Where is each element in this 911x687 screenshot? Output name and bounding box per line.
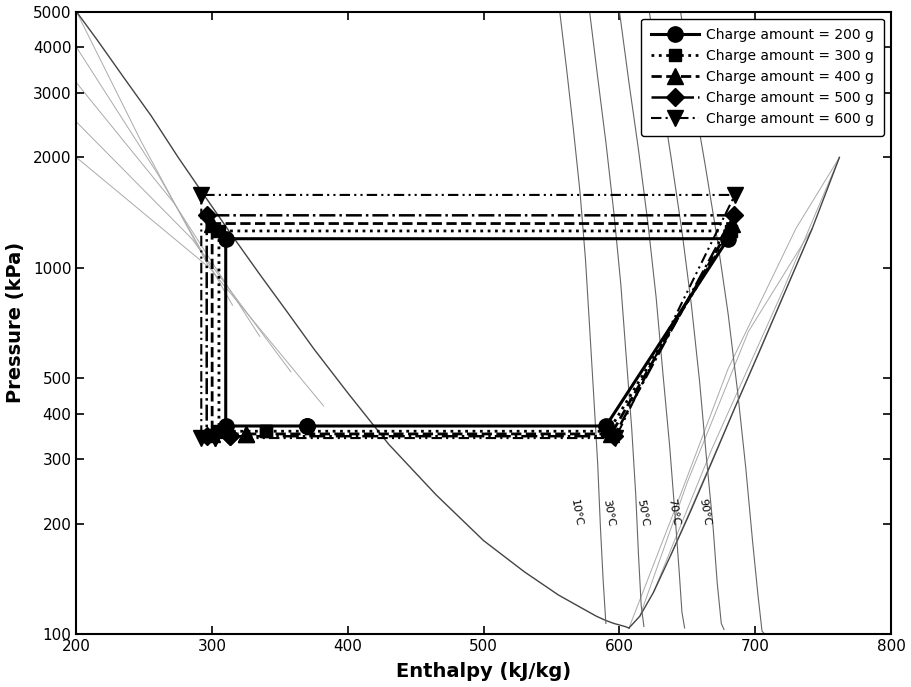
Y-axis label: Pressure (kPa): Pressure (kPa) xyxy=(5,243,25,403)
Text: 10°C: 10°C xyxy=(568,498,583,527)
Text: 30°C: 30°C xyxy=(601,498,616,527)
Legend: Charge amount = 200 g, Charge amount = 300 g, Charge amount = 400 g, Charge amou: Charge amount = 200 g, Charge amount = 3… xyxy=(641,19,884,136)
Text: 90°C: 90°C xyxy=(698,498,712,527)
X-axis label: Enthalpy (kJ/kg): Enthalpy (kJ/kg) xyxy=(396,662,571,682)
Text: 70°C: 70°C xyxy=(667,498,681,527)
Text: 50°C: 50°C xyxy=(635,498,650,527)
